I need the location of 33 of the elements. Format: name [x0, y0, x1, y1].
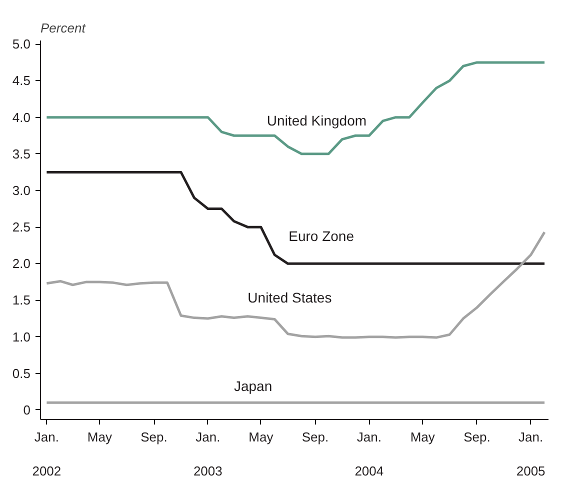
- y-tick-label: 1.0: [12, 329, 31, 344]
- y-tick-label: 0.5: [12, 366, 31, 381]
- series-label: United States: [248, 289, 332, 306]
- text: 2003: [193, 464, 222, 478]
- series-label: United Kingdom: [266, 112, 367, 128]
- y-axis-title: Percent: [40, 20, 87, 36]
- y-tick-label: 2.5: [12, 220, 31, 235]
- text: 2004: [354, 464, 384, 478]
- x-tick-label: May: [87, 430, 112, 444]
- y-tick-label: 3.0: [12, 182, 31, 198]
- x-tick-label: May: [248, 430, 274, 444]
- y-tick-label: 5.0: [12, 36, 31, 52]
- series-label: Japan: [234, 378, 272, 394]
- text: 2005: [516, 464, 546, 478]
- x-tick-label: Jan.: [356, 430, 382, 444]
- y-tick-label: 4.5: [12, 73, 31, 88]
- line-series: [45, 230, 546, 339]
- y-tick-label: 4.0: [12, 110, 31, 125]
- line-series: [45, 170, 546, 265]
- x-tick-label: Jan.: [34, 430, 59, 444]
- x-tick-label: May: [410, 430, 436, 444]
- text: 2002: [32, 464, 62, 478]
- y-tick-label: 0: [23, 402, 31, 418]
- y-tick-label: 3.5: [12, 146, 31, 162]
- line-series: [45, 61, 546, 156]
- series-label: Euro Zone: [288, 228, 354, 244]
- x-tick-label: Sep.: [140, 430, 168, 444]
- y-tick-label: 2.0: [12, 256, 31, 272]
- x-tick-label: Sep.: [302, 430, 329, 444]
- x-tick-label: Jan.: [518, 430, 544, 444]
- x-tick-label: Jan.: [196, 430, 220, 444]
- y-tick-label: 1.5: [12, 292, 31, 308]
- x-tick-label: Sep.: [464, 430, 490, 444]
